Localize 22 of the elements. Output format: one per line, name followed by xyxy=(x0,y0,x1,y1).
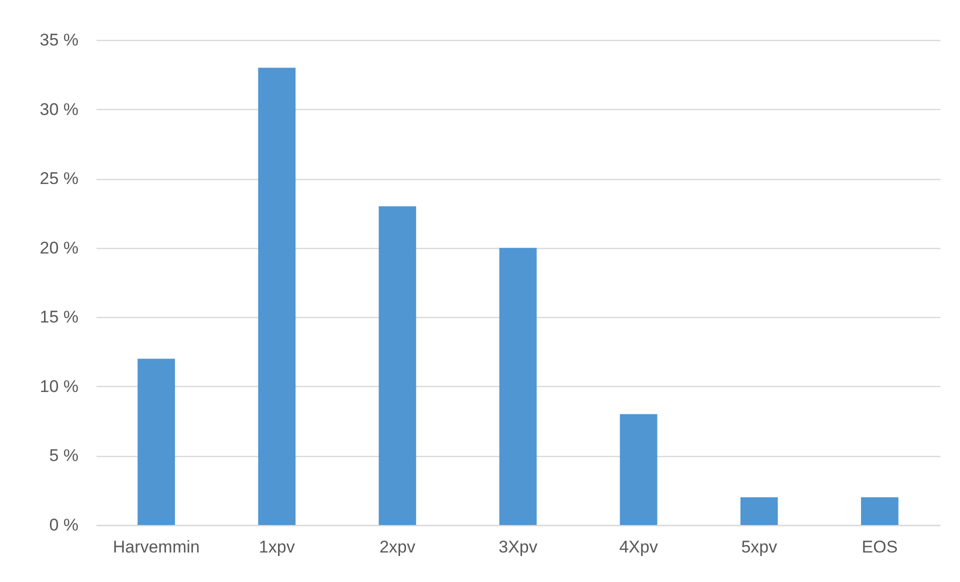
y-tick-label: 10 % xyxy=(40,376,78,396)
y-tick-label: 30 % xyxy=(40,100,78,119)
bar xyxy=(740,497,778,525)
bar xyxy=(861,497,898,525)
x-tick-label: Harvemmin xyxy=(112,538,200,556)
y-tick-label: 20 % xyxy=(40,238,78,258)
bar xyxy=(378,206,416,525)
bar xyxy=(138,358,175,525)
x-tick-label: 2xpv xyxy=(379,538,416,556)
bar xyxy=(620,414,658,525)
x-tick-label: 5xpv xyxy=(741,538,778,556)
y-tick-label: 5 % xyxy=(49,446,78,466)
y-tick-label: 35 % xyxy=(40,30,78,50)
x-tick-label: 3Xpv xyxy=(498,538,538,556)
x-tick-label: 1xpv xyxy=(258,538,296,556)
bar xyxy=(499,248,537,525)
bar xyxy=(258,68,296,525)
y-tick-label: 0 % xyxy=(49,516,78,534)
y-tick-label: 25 % xyxy=(40,169,78,188)
x-tick-label: 4Xpv xyxy=(619,538,658,556)
x-tick-label: EOS xyxy=(862,538,898,556)
y-tick-label: 15 % xyxy=(40,308,78,327)
